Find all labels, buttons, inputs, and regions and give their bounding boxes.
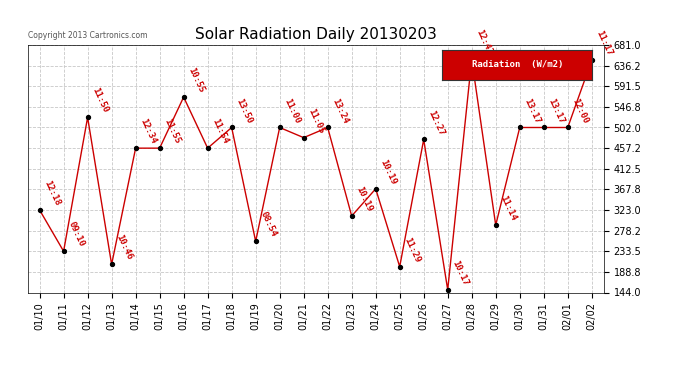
Text: 10:55: 10:55 [186, 66, 206, 94]
Text: 10:17: 10:17 [451, 259, 470, 287]
Point [370, 186, 381, 192]
Point [82, 114, 93, 120]
Text: 11:17: 11:17 [595, 29, 614, 57]
Text: 11:54: 11:54 [210, 117, 230, 146]
Text: 12:47: 12:47 [475, 28, 494, 57]
Text: 10:19: 10:19 [379, 158, 398, 186]
Point [322, 124, 333, 130]
Point [106, 261, 117, 267]
Text: 13:17: 13:17 [522, 96, 542, 125]
Text: 11:50: 11:50 [90, 86, 110, 115]
Point [202, 145, 213, 151]
Text: 12:18: 12:18 [42, 179, 62, 207]
Text: Copyright 2013 Cartronics.com: Copyright 2013 Cartronics.com [28, 31, 147, 40]
Point [490, 222, 501, 228]
Text: 11:05: 11:05 [306, 107, 326, 135]
Point [538, 124, 549, 130]
Point [226, 124, 237, 130]
Text: 11:29: 11:29 [402, 236, 422, 264]
Point [130, 145, 141, 151]
Text: 12:34: 12:34 [139, 117, 158, 146]
Text: 12:00: 12:00 [571, 96, 590, 125]
Point [274, 124, 285, 130]
Text: 11:55: 11:55 [162, 117, 182, 146]
Point [34, 207, 45, 213]
Point [346, 213, 357, 219]
Point [442, 287, 453, 293]
Text: 11:14: 11:14 [498, 194, 518, 222]
Text: 13:50: 13:50 [235, 96, 254, 125]
Point [178, 94, 189, 100]
Text: 10:19: 10:19 [355, 185, 374, 213]
Point [58, 248, 69, 254]
Point [514, 124, 525, 130]
Point [586, 57, 598, 63]
Point [562, 124, 573, 130]
Text: 13:17: 13:17 [546, 96, 566, 125]
Text: 10:46: 10:46 [115, 234, 134, 262]
Text: 11:00: 11:00 [282, 96, 302, 125]
Text: 08:54: 08:54 [259, 210, 278, 238]
Text: 13:24: 13:24 [331, 96, 350, 125]
Point [418, 136, 429, 142]
Point [394, 264, 405, 270]
Text: 12:27: 12:27 [426, 108, 446, 137]
Point [298, 135, 309, 141]
Title: Solar Radiation Daily 20130203: Solar Radiation Daily 20130203 [195, 27, 437, 42]
Point [154, 145, 165, 151]
Point [466, 56, 477, 62]
Point [250, 238, 262, 244]
Text: 09:10: 09:10 [66, 220, 86, 249]
